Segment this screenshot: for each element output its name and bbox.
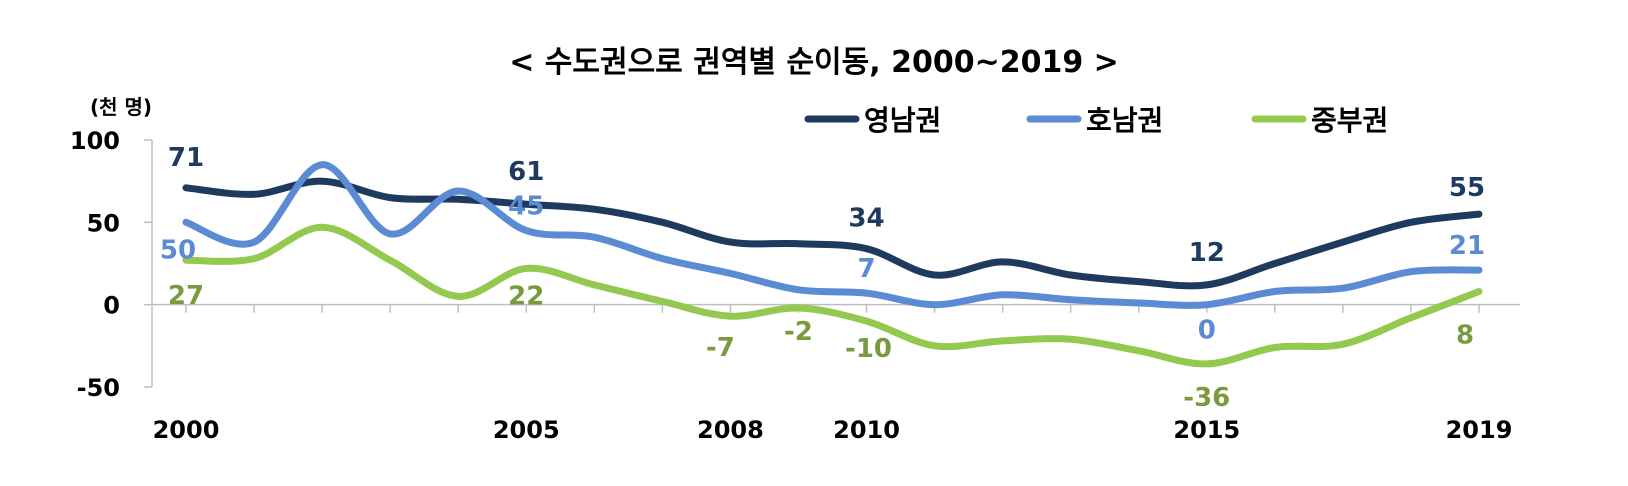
y-tick-label: -50: [77, 374, 120, 402]
data-label: 55: [1449, 173, 1485, 203]
legend-label: 영남권: [864, 104, 941, 137]
x-tick-label: 2000: [153, 416, 220, 444]
data-label: 22: [508, 281, 544, 311]
data-label: 21: [1449, 231, 1485, 261]
series-layer: [182, 161, 1483, 368]
top-cropped-text-strip: [0, 0, 1628, 10]
x-tick-label: 2019: [1446, 416, 1513, 444]
data-labels: 71 61 34 12 55 50 45 7 0 21 27 22 -7 -2 -10 -36 8: [160, 143, 1485, 413]
data-label: 61: [508, 157, 544, 187]
data-label: -36: [1183, 383, 1230, 413]
series-line-1: [182, 161, 1483, 309]
data-label: 12: [1189, 238, 1225, 268]
data-label: -7: [706, 333, 735, 363]
data-label: 8: [1456, 320, 1474, 350]
legend-label: 호남권: [1086, 104, 1163, 137]
data-label: 7: [857, 254, 875, 284]
x-tick-label: 2005: [493, 416, 560, 444]
y-tick-label: 0: [103, 292, 120, 320]
y-axis-unit-label: (천 명): [90, 95, 152, 119]
data-label: 34: [848, 204, 884, 234]
series-line-2: [182, 223, 1483, 368]
axes: 100 50 0 -50 2000 2005 2008 2010 2015 2019: [70, 127, 1520, 444]
y-tick-label: 100: [70, 127, 120, 155]
data-label: 71: [168, 143, 204, 173]
x-tick-label: 2015: [1173, 416, 1240, 444]
y-tick-label: 50: [87, 209, 120, 237]
x-tick-label: 2010: [833, 416, 900, 444]
data-label: 50: [160, 235, 196, 265]
series-line-0: [182, 177, 1483, 290]
data-label: 0: [1198, 316, 1216, 346]
legend-label: 중부권: [1311, 104, 1388, 137]
data-label: -10: [845, 334, 892, 364]
legend: 영남권 호남권 중부권: [804, 104, 1388, 137]
data-label: -2: [784, 317, 813, 347]
data-label: 45: [508, 192, 544, 222]
x-tick-label: 2008: [697, 416, 764, 444]
data-label: 27: [168, 281, 204, 311]
chart-title: < 수도권으로 권역별 순이동, 2000~2019 >: [509, 45, 1119, 80]
